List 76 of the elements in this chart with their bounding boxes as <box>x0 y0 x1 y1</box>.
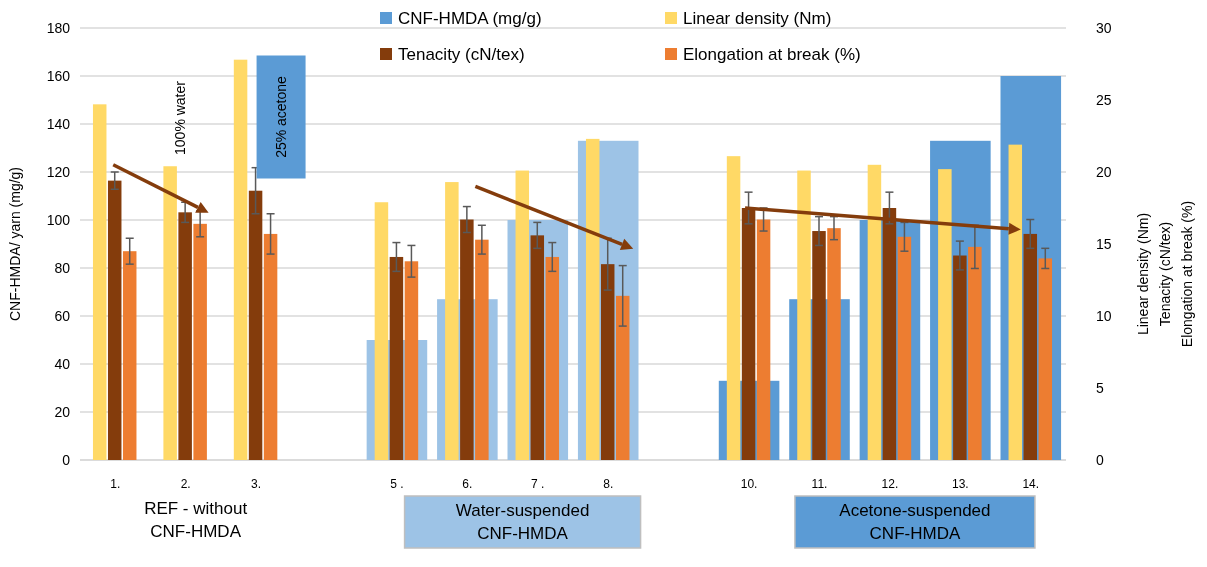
bar <box>600 264 615 460</box>
bar <box>953 255 967 460</box>
x-tick-label: 1. <box>110 477 121 491</box>
x-tick-label: 14. <box>1022 477 1040 491</box>
bar <box>756 219 771 460</box>
bar <box>726 156 741 460</box>
y-tick-label: 160 <box>46 67 71 84</box>
y2-axis-title: Linear density (Nm) Tenacity (cN/tex) Elongation at break (%) <box>1135 200 1195 348</box>
text: Acetone-suspended CNF-HMDA <box>839 501 991 544</box>
bar <box>374 202 389 460</box>
bar <box>812 231 826 460</box>
annotation: 100% water <box>171 80 188 155</box>
y-tick-label: 120 <box>46 163 71 180</box>
y-tick-label: 20 <box>54 403 71 420</box>
x-tick-label: 11. <box>811 477 828 491</box>
y2-tick-label: 15 <box>1096 235 1112 252</box>
bar <box>882 208 897 460</box>
y-tick-label: 60 <box>54 307 71 324</box>
y2-tick-label: 30 <box>1096 19 1112 36</box>
bar <box>163 166 177 460</box>
legend-label: Linear density (Nm) <box>683 8 832 28</box>
y-tick-label: 80 <box>54 259 71 276</box>
x-tick-label: 10. <box>740 477 758 491</box>
bar <box>178 212 192 460</box>
bar <box>1008 144 1023 460</box>
y-axis-title: CNF-HMDA/ yarn (mg/g) <box>7 166 23 322</box>
y2-tick-label: 0 <box>1096 451 1104 468</box>
annotation: 25% acetone <box>272 75 289 158</box>
bar <box>389 256 404 460</box>
y2-tick-label: 5 <box>1096 379 1104 396</box>
y2-tick-label: 10 <box>1096 307 1112 324</box>
legend-label: Elongation at break (%) <box>683 44 861 64</box>
bar <box>515 170 530 460</box>
bar <box>968 246 982 460</box>
legend-label: CNF-HMDA (mg/g) <box>398 8 542 28</box>
text: Water-suspended CNF-HMDA <box>455 501 590 544</box>
bar <box>1023 233 1038 460</box>
bar <box>404 261 419 460</box>
legend-label: Tenacity (cN/tex) <box>398 44 525 64</box>
bar <box>122 251 137 460</box>
bar <box>263 233 278 460</box>
bar <box>827 228 841 460</box>
y-tick-label: 180 <box>46 19 71 36</box>
bar <box>938 169 952 460</box>
bar <box>92 104 107 460</box>
x-tick-label: 3. <box>251 477 262 491</box>
bar <box>233 59 248 460</box>
bar <box>741 208 756 460</box>
bar <box>867 164 882 460</box>
bar <box>545 256 560 460</box>
bar <box>1038 258 1053 460</box>
bar <box>797 170 811 460</box>
bar <box>445 182 459 460</box>
x-tick-label: 8. <box>603 477 614 491</box>
x-tick-label: 6. <box>462 477 473 491</box>
x-tick-label: 13. <box>952 477 969 491</box>
bar <box>615 295 630 460</box>
bar <box>530 235 545 460</box>
bar <box>475 239 489 460</box>
bar <box>897 236 912 460</box>
bar <box>460 219 474 460</box>
y-tick-label: 100 <box>46 211 71 228</box>
y-tick-label: 0 <box>62 451 71 468</box>
x-tick-label: 2. <box>180 477 191 491</box>
bar <box>107 180 122 460</box>
y-tick-label: 40 <box>54 355 71 372</box>
y2-tick-label: 20 <box>1096 163 1112 180</box>
bar <box>585 138 600 460</box>
bar <box>193 223 207 460</box>
x-tick-label: 7 . <box>531 477 545 491</box>
y2-tick-label: 25 <box>1096 91 1112 108</box>
text: REF - without CNF-HMDA <box>144 499 248 542</box>
y-tick-label: 140 <box>46 115 71 132</box>
bar <box>248 190 263 460</box>
x-tick-label: 5 . <box>390 477 404 491</box>
x-tick-label: 12. <box>881 477 899 491</box>
